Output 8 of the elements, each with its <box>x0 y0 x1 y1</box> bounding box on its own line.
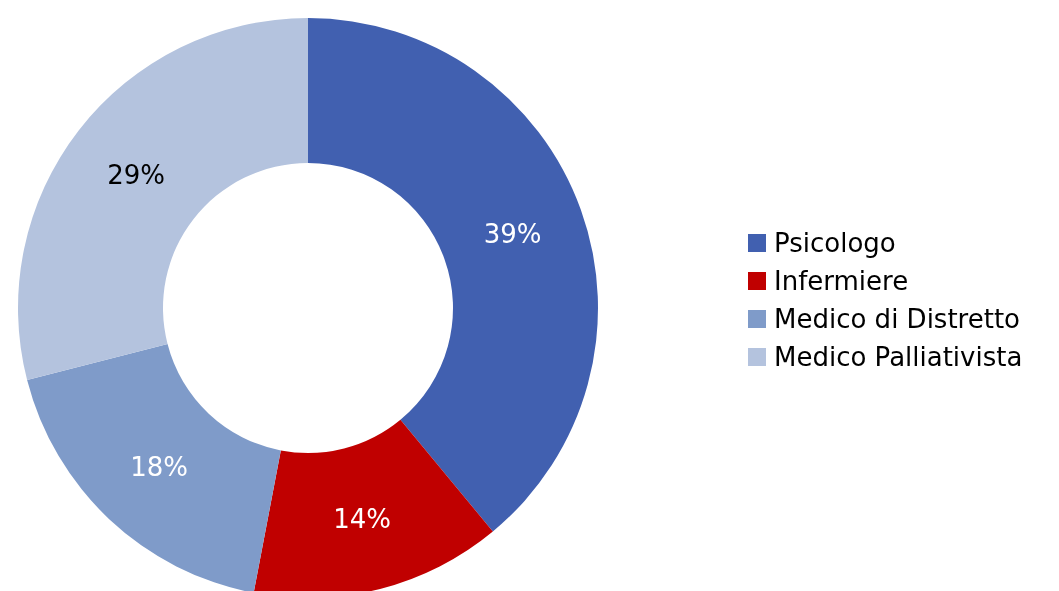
legend-label: Psicologo <box>774 227 896 258</box>
data-label: 14% <box>333 503 391 534</box>
data-label: 39% <box>483 219 542 250</box>
legend-label: Medico di Distretto <box>774 303 1021 334</box>
legend-label: Medico Palliativista <box>774 341 1023 372</box>
legend-label: Infermiere <box>774 265 909 296</box>
data-label: 18% <box>130 451 189 482</box>
data-label: 29% <box>107 159 166 190</box>
